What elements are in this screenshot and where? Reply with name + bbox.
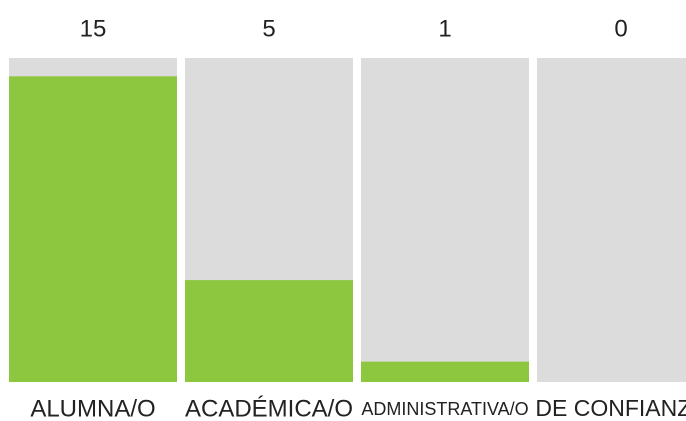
bar-background [361, 58, 529, 382]
bar-background [537, 58, 686, 382]
value-label: 0 [614, 15, 627, 42]
category-label: DE CONFIANZA [535, 395, 686, 421]
category-label: ADMINISTRATIVA/O [361, 399, 528, 419]
bar [9, 76, 177, 382]
value-label: 1 [438, 15, 451, 42]
value-label: 15 [80, 15, 107, 42]
category-label: ALUMNA/O [30, 395, 155, 421]
bar [361, 361, 529, 382]
value-label: 5 [262, 15, 275, 42]
bar [185, 280, 353, 382]
category-label: ACADÉMICA/O [185, 395, 353, 421]
